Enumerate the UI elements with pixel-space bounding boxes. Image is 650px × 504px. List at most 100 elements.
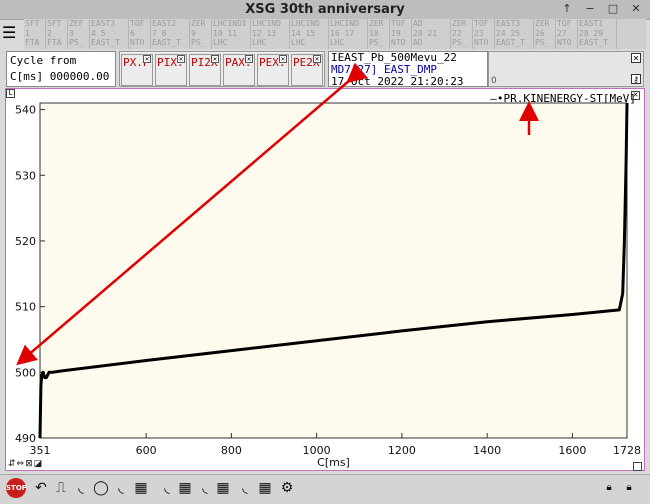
close-panel-icon[interactable]: ✕ <box>631 53 641 63</box>
plot-corner-r-icon[interactable] <box>633 462 642 471</box>
x-tick-label: 800 <box>221 444 242 457</box>
timing-cell-l3: NTO <box>130 38 145 47</box>
count-label: 0 <box>491 76 497 86</box>
timing-cell-l2: 2 <box>47 28 52 38</box>
annotation-arrow <box>16 62 368 366</box>
maximize-icon[interactable]: □ <box>607 2 619 15</box>
timing-cell-l2: 9 <box>191 28 196 38</box>
timing-cell[interactable]: AD 20 21 AD <box>412 19 451 49</box>
timing-cell-l2: 22 <box>452 28 462 38</box>
grid-icon[interactable]: ▦ <box>134 480 148 496</box>
timing-cell[interactable]: ZER 26 PS_ <box>534 19 556 49</box>
pls-close-icon[interactable]: ✕ <box>177 55 185 63</box>
timing-cell-l2: 14 15 <box>291 28 316 38</box>
half-moon-icon[interactable]: ◟ <box>118 480 124 496</box>
lock-icon[interactable]: ⚷ <box>631 74 641 84</box>
timing-cell[interactable]: EAST2 7 8 EAST_T <box>151 19 190 49</box>
pls-close-icon[interactable]: ✕ <box>143 55 151 63</box>
plot-corner-l-icon[interactable]: L <box>6 89 15 98</box>
x-axis-label: C[ms] <box>317 456 350 469</box>
minimize-icon[interactable]: ↑ <box>562 2 572 15</box>
timing-cell-l1: LHCIND <box>252 19 281 28</box>
timing-cell[interactable]: TOF 23 NTO <box>473 19 495 49</box>
x-tick-label: 1600 <box>558 444 586 457</box>
timing-cell-l3: PS_ <box>191 38 206 47</box>
timing-cell-l2: 12 13 <box>252 28 277 38</box>
timing-cell[interactable]: EAST1 28 29 EAST_T <box>578 19 617 49</box>
timing-cell-l3: EAST_T <box>496 38 525 47</box>
bars3-icon[interactable]: ▦ <box>258 480 272 496</box>
pls-close-icon[interactable]: ✕ <box>211 55 219 63</box>
timing-cell-l2: 6 <box>130 28 135 38</box>
timing-cell[interactable]: ZER 18 PS_ <box>368 19 390 49</box>
timing-cell-l3: FTA <box>47 38 62 47</box>
timing-strip: SFT 1 FTA SFT 2 FTA ZEF 3 PS_ EAST3 4 5 EAST_T TOF 6 N… <box>24 19 646 49</box>
lock-status-icon: 🔒︎ <box>606 482 612 493</box>
timing-cell-l1: SFT <box>25 19 40 28</box>
timing-cell[interactable]: EAST3 4 5 EAST_T <box>90 19 129 49</box>
pulse-icon[interactable]: ⎍ <box>56 480 66 496</box>
timing-cell[interactable]: ZER 22 PS_ <box>451 19 473 49</box>
timing-cell-l1: EAST3 <box>91 19 116 28</box>
timing-cell[interactable]: ZEF 3 PS_ <box>68 19 90 49</box>
legend-line-icon: —• <box>490 92 504 105</box>
timing-cell-l1: LHCIND <box>330 19 359 28</box>
restore-icon[interactable]: − <box>585 2 595 15</box>
timing-cell-l1: EAST2 <box>152 19 177 28</box>
timing-cell[interactable]: ZER 9 PS_ <box>190 19 212 49</box>
timing-cell[interactable]: TOF 6 NTO <box>129 19 151 49</box>
y-tick-label: 520 <box>15 235 36 248</box>
timing-cell-l3: NTO <box>391 38 406 47</box>
half-moon4-icon[interactable]: ◟ <box>242 480 248 496</box>
timing-cell-l1: ZEF <box>69 19 84 28</box>
bars2-icon[interactable]: ▦ <box>216 480 230 496</box>
bars-icon[interactable]: ▦ <box>178 480 192 496</box>
timing-cell-l1: AD <box>413 19 423 28</box>
timing-cell[interactable]: EAST3 24 25 EAST_T <box>495 19 534 49</box>
timing-cell-l2: 20 21 <box>413 28 438 38</box>
control-box: ✕ ⚷ 0 <box>488 51 644 87</box>
stop-icon[interactable]: STOP <box>6 478 27 498</box>
timing-cell[interactable]: TOF 27 NTO <box>556 19 578 49</box>
gear-icon[interactable]: ⚙ <box>280 480 294 496</box>
timing-cell-l3: LHC <box>291 38 306 47</box>
timing-cell[interactable]: LHCINDI 10 11 LHC <box>212 19 251 49</box>
legend-close-icon[interactable]: ✕ <box>631 91 640 100</box>
timing-cell-l1: TOF <box>130 19 145 28</box>
timing-cell-l2: 3 <box>69 28 74 38</box>
plot-tool-icons[interactable]: ⇵⇔⊠◪ <box>8 459 44 469</box>
timing-cell-l1: LHCIND <box>291 19 320 28</box>
y-tick-label: 490 <box>15 432 36 445</box>
rising-edge-icon[interactable]: ↶ <box>35 480 47 496</box>
timing-cell-l1: EAST3 <box>496 19 521 28</box>
timing-cell[interactable]: SFT 1 FTA <box>24 19 46 49</box>
timing-cell-l3: EAST_T <box>152 38 181 47</box>
timing-cell[interactable]: LHCIND 16 17 LHC <box>329 19 368 49</box>
timing-cell[interactable]: LHCIND 12 13 LHC <box>251 19 290 49</box>
title-bar: XSG 30th anniversary ↑ − □ ✕ <box>0 0 650 20</box>
close-icon[interactable]: ✕ <box>631 2 641 15</box>
timing-cell[interactable]: SFT 2 FTA <box>46 19 68 49</box>
pls-close-icon[interactable]: ✕ <box>313 55 321 63</box>
timing-cell[interactable]: TOF 19 NTO <box>390 19 412 49</box>
timing-cell-l2: 16 17 <box>330 28 355 38</box>
pls-close-icon[interactable]: ✕ <box>279 55 287 63</box>
timing-cell-l2: 18 <box>369 28 379 38</box>
timing-cell-l3: LHC <box>252 38 267 47</box>
timing-cell[interactable]: LHCIND 14 15 LHC <box>290 19 329 49</box>
timing-cell-l1: SFT <box>47 19 62 28</box>
timing-cell-l3: LHC <box>213 38 228 47</box>
timing-cell-l1: LHCINDI <box>213 19 247 28</box>
timing-cell-l2: 4 5 <box>91 28 106 38</box>
timing-cell-l2: 23 <box>474 28 484 38</box>
moon-icon[interactable]: ◟ <box>78 480 84 496</box>
half-moon2-icon[interactable]: ◟ <box>164 480 170 496</box>
menu-icon[interactable]: ☰ <box>2 23 17 42</box>
timing-cell-l3: PS_ <box>452 38 467 47</box>
timing-cell-l2: 7 8 <box>152 28 167 38</box>
half-moon3-icon[interactable]: ◟ <box>202 480 208 496</box>
pls-close-icon[interactable]: ✕ <box>245 55 253 63</box>
oval-icon[interactable]: ◯ <box>93 480 109 496</box>
x-tick-label: 1728 <box>613 444 641 457</box>
